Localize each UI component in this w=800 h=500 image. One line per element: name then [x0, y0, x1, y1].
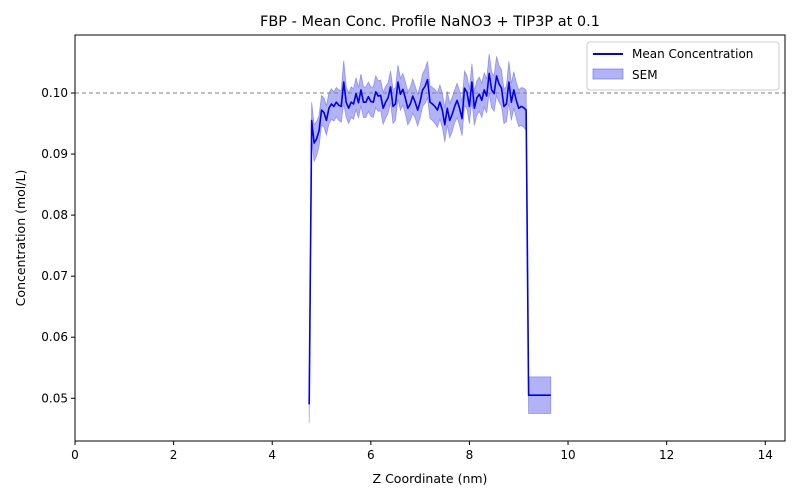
y-tick-label: 0.05 [41, 391, 68, 405]
x-tick-label: 0 [71, 448, 79, 462]
y-tick-label: 0.09 [41, 147, 68, 161]
legend-label-sem: SEM [632, 68, 658, 82]
x-axis-ticks: 0 2 4 6 8 10 12 14 [71, 441, 773, 462]
sem-band [308, 53, 552, 423]
plot-frame [74, 34, 786, 442]
y-tick-label: 0.07 [41, 269, 68, 283]
x-tick-label: 2 [170, 448, 178, 462]
y-tick-label: 0.10 [41, 86, 68, 100]
legend-label-mean: Mean Concentration [632, 47, 753, 61]
x-tick-label: 4 [268, 448, 276, 462]
x-tick-label: 8 [466, 448, 474, 462]
y-axis-ticks: 0.05 0.06 0.07 0.08 0.09 0.10 [41, 86, 75, 405]
x-axis-label: Z Coordinate (nm) [373, 471, 488, 486]
x-tick-label: 14 [758, 448, 773, 462]
legend: Mean Concentration SEM [586, 41, 780, 91]
y-tick-label: 0.06 [41, 330, 68, 344]
legend-band-swatch [592, 68, 624, 80]
x-tick-label: 12 [659, 448, 674, 462]
mean-concentration-line [308, 72, 551, 405]
x-tick-label: 6 [367, 448, 375, 462]
chart-title: FBP - Mean Conc. Profile NaNO3 + TIP3P a… [260, 14, 600, 30]
y-axis-label: Concentration (mol/L) [13, 170, 28, 307]
mean-line-layer [308, 72, 551, 405]
legend-box [586, 41, 780, 91]
y-tick-label: 0.08 [41, 208, 68, 222]
x-tick-label: 10 [560, 448, 575, 462]
sem-band-layer [308, 53, 552, 423]
